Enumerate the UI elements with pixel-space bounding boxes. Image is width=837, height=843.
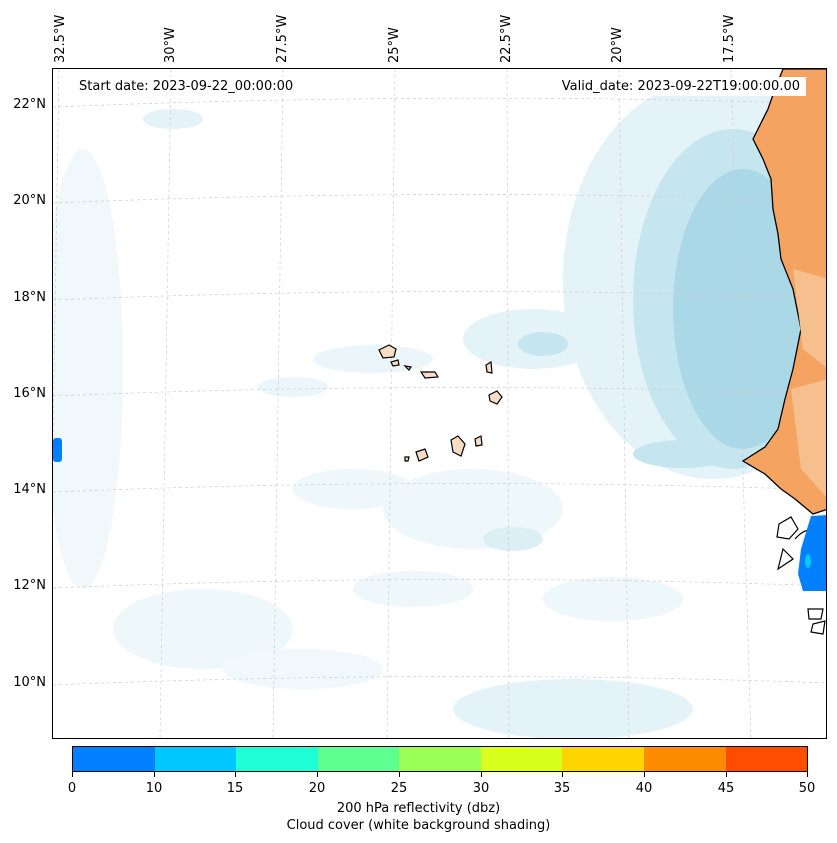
colorbar-segment-40-45 — [643, 747, 726, 771]
reflectivity-layer — [53, 438, 826, 591]
colorbar-tickmark — [481, 772, 482, 777]
lon-label-32-5w: 32.5°W — [53, 14, 68, 63]
colorbar-tick-label: 30 — [472, 781, 490, 796]
colorbar-tick-label: 40 — [635, 781, 653, 796]
colorbar-tickmark — [807, 772, 808, 777]
lon-label-17-5w: 17.5°W — [722, 14, 737, 63]
colorbar-tickmark — [154, 772, 155, 777]
lat-label-14n: 14°N — [13, 482, 46, 497]
colorbar-segment-25-30 — [399, 747, 481, 771]
colorbar-segment-0-10 — [73, 747, 155, 771]
lat-label-18n: 18°N — [13, 290, 46, 305]
map-canvas — [53, 69, 826, 738]
colorbar-segment-10-15 — [154, 747, 237, 771]
lon-label-30w: 30°W — [163, 27, 178, 63]
lat-label-10n: 10°N — [13, 675, 46, 690]
colorbar-tickmark — [399, 772, 400, 777]
lon-label-22-5w: 22.5°W — [499, 14, 514, 63]
colorbar-segment-45-50 — [725, 747, 808, 771]
map-panel[interactable]: Start date: 2023-09-22_00:00:00 Valid_da… — [52, 68, 827, 739]
valid-date-box: Valid_date: 2023-09-22T19:00:00.00 — [555, 77, 806, 96]
lat-label-22n: 22°N — [13, 97, 46, 112]
colorbar — [72, 746, 808, 772]
colorbar-segment-15-20 — [236, 747, 318, 771]
colorbar-tick-label: 35 — [553, 781, 571, 796]
colorbar-tickmark — [644, 772, 645, 777]
cape-verde-islands — [378, 344, 503, 462]
lat-label-20n: 20°N — [13, 193, 46, 208]
graticule — [53, 69, 826, 738]
colorbar-tickmark — [235, 772, 236, 777]
colorbar-tick-label: 15 — [226, 781, 244, 796]
colorbar-tickmark — [726, 772, 727, 777]
lat-label-16n: 16°N — [13, 386, 46, 401]
start-date-box: Start date: 2023-09-22_00:00:00 — [73, 77, 300, 96]
colorbar-tick-label: 0 — [67, 781, 77, 796]
colorbar-tick-label: 45 — [717, 781, 735, 796]
colorbar-tickmark — [562, 772, 563, 777]
colorbar-segment-20-25 — [317, 747, 400, 771]
africa-land — [741, 69, 826, 515]
colorbar-subtitle: Cloud cover (white background shading) — [286, 818, 551, 833]
lon-label-20w: 20°W — [610, 27, 625, 63]
colorbar-segment-35-40 — [562, 747, 644, 771]
colorbar-segment-30-35 — [480, 747, 563, 771]
colorbar-tick-label: 10 — [145, 781, 163, 796]
lon-label-25w: 25°W — [387, 27, 402, 63]
colorbar-tickmark — [72, 772, 73, 777]
cloud-cover-layer — [53, 79, 826, 738]
colorbar-tickmark — [317, 772, 318, 777]
colorbar-title: 200 hPa reflectivity (dbz) — [336, 801, 501, 816]
lat-label-12n: 12°N — [13, 578, 46, 593]
colorbar-tick-label: 25 — [390, 781, 408, 796]
colorbar-tick-label: 20 — [308, 781, 326, 796]
lon-label-27-5w: 27.5°W — [275, 14, 290, 63]
colorbar-tick-label: 50 — [798, 781, 816, 796]
